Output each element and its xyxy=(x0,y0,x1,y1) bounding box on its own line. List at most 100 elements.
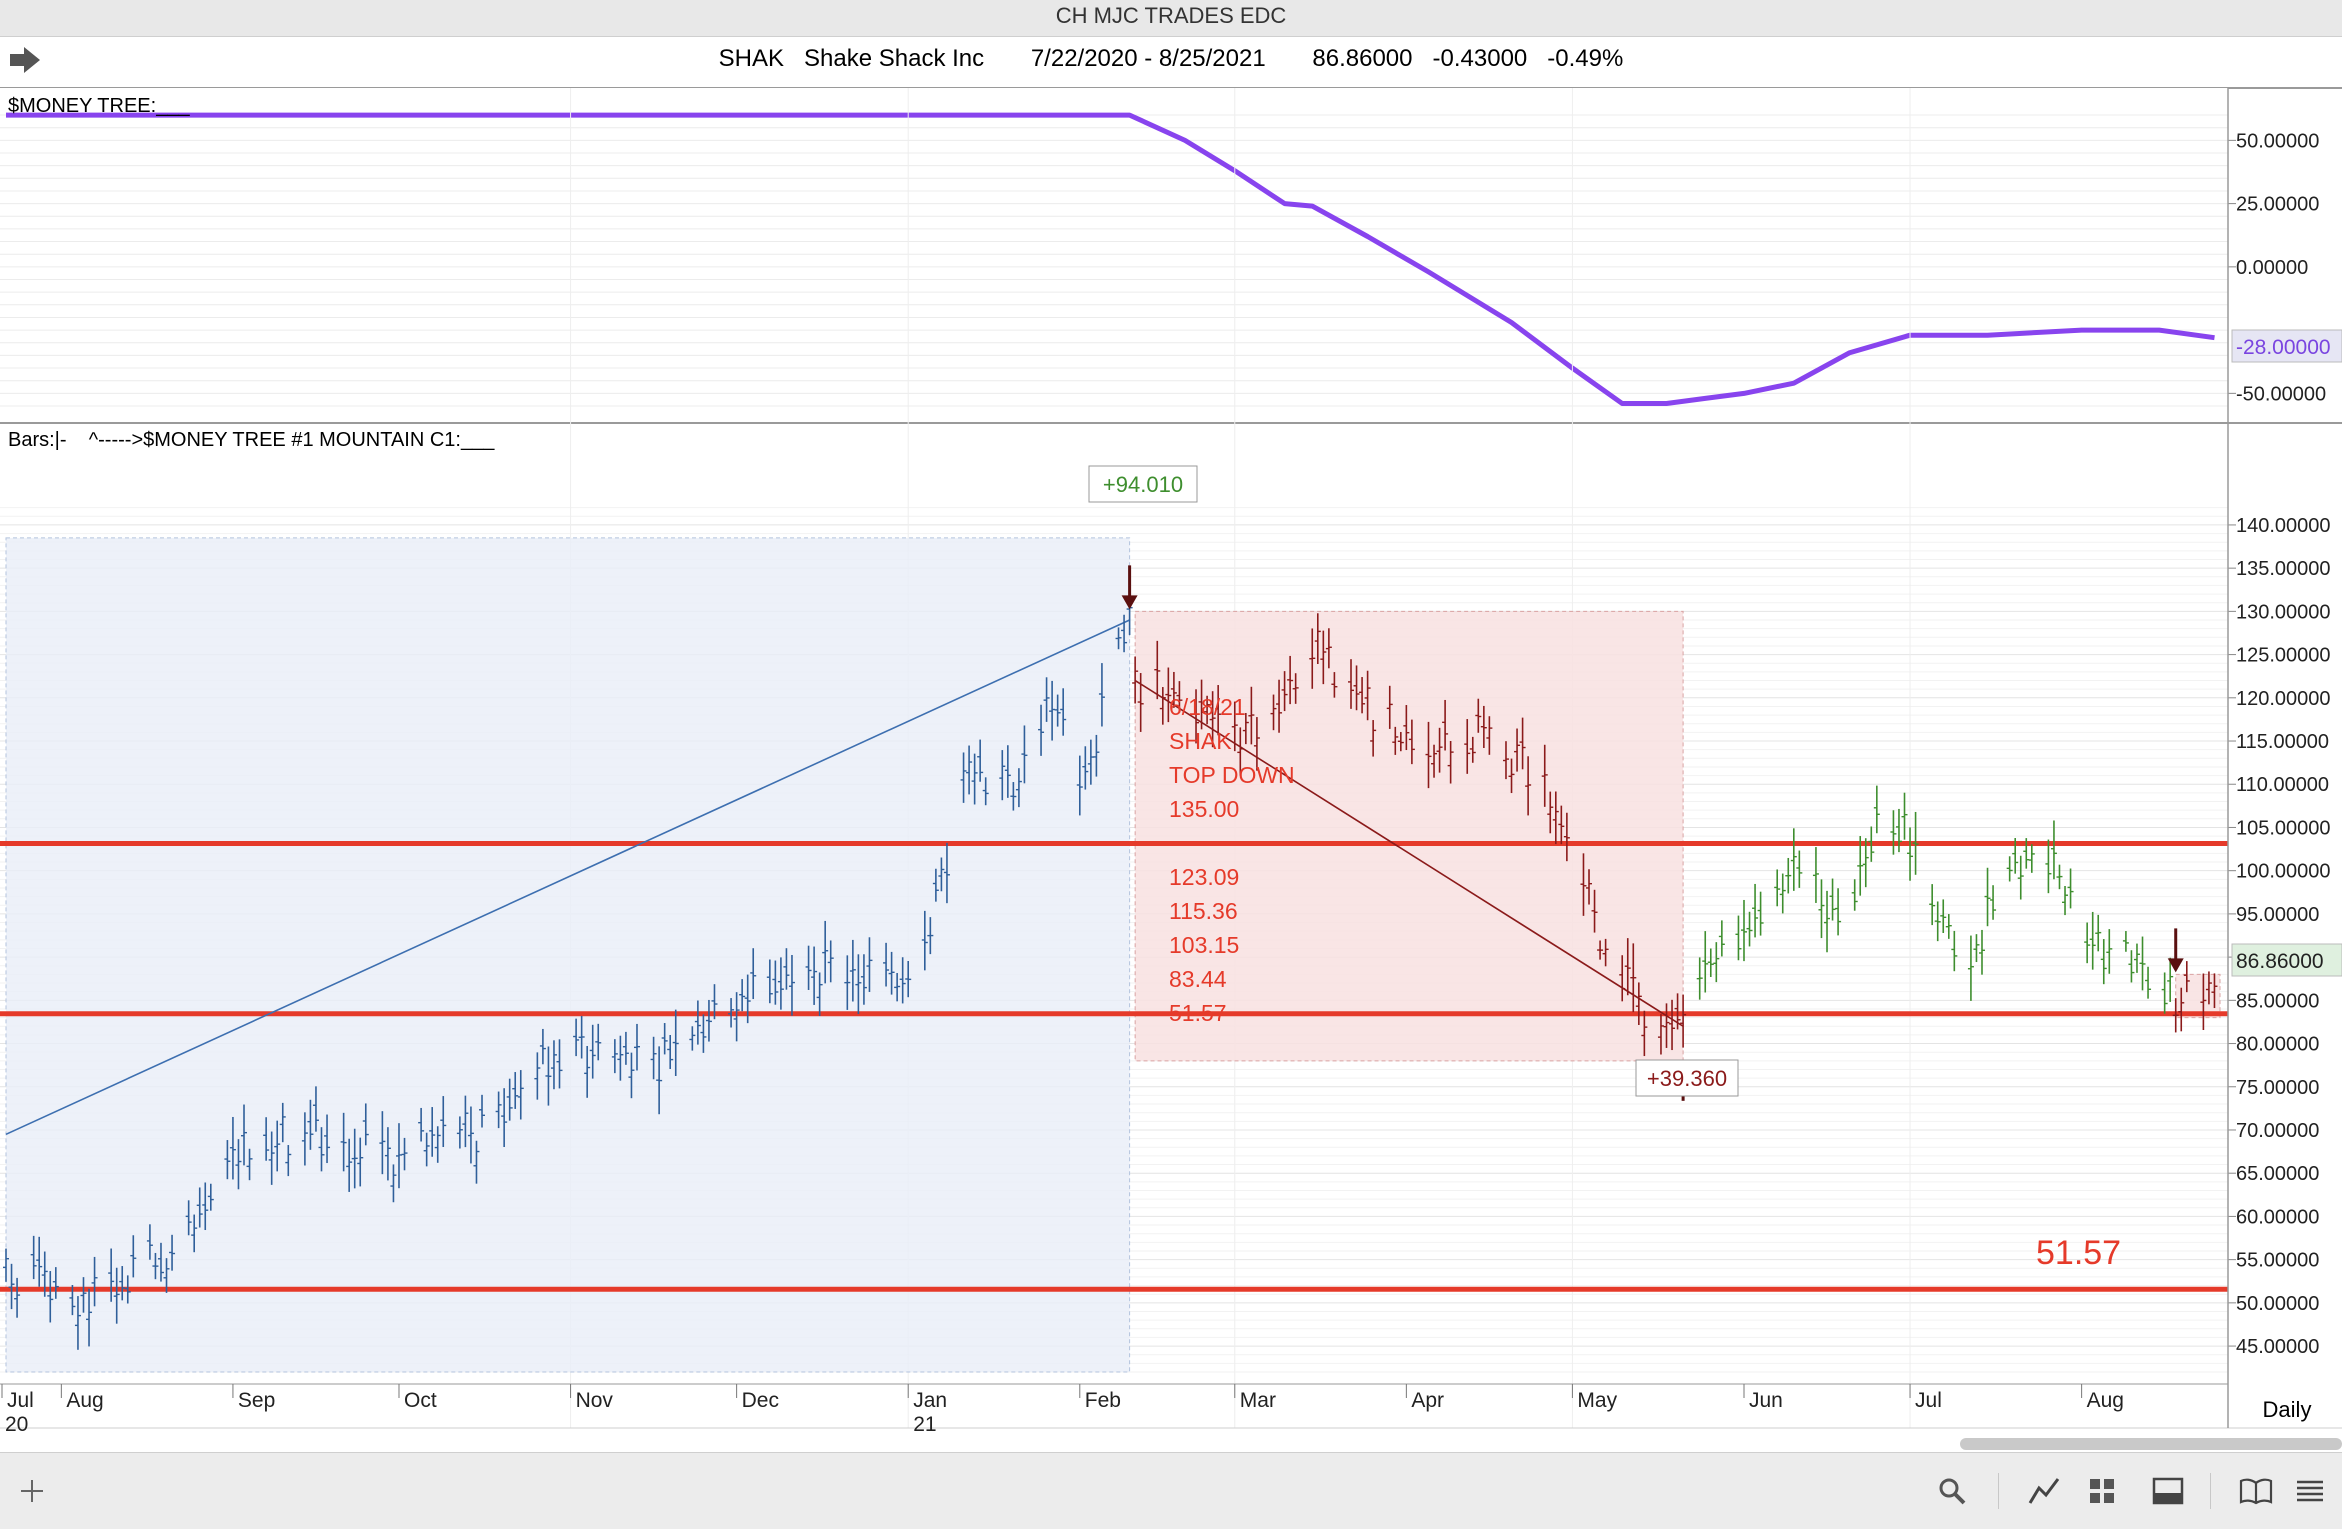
y-tick-label: 70.00000 xyxy=(2236,1120,2319,1142)
y-tick-label: 140.00000 xyxy=(2236,515,2331,537)
x-tick-label: Nov xyxy=(576,1389,614,1412)
y-tick-label: 100.00000 xyxy=(2236,861,2331,883)
period-label[interactable]: Daily xyxy=(2263,1397,2312,1422)
peak-callout: +94.010 xyxy=(1088,465,1198,503)
last-price: 86.86000 xyxy=(1312,45,1413,72)
target-note-line: 123.09 xyxy=(1169,864,1239,890)
target-note-line: 83.44 xyxy=(1169,966,1227,992)
lower-pane: Bars:|- ^----->$MONEY TREE #1 MOUNTAIN C… xyxy=(0,88,2342,1436)
x-tick-label: Apr xyxy=(1411,1389,1444,1412)
price-y-axis: 140.00000 135.00000 130.00000 125.00000 120.… xyxy=(2228,515,2331,1358)
y-tick-label: 125.00000 xyxy=(2236,645,2331,667)
horizontal-levels xyxy=(0,840,2228,1292)
panel-icon[interactable] xyxy=(2148,1471,2188,1511)
x-tick-label: Oct xyxy=(404,1389,437,1412)
price-change-pct: -0.49% xyxy=(1547,45,1624,72)
grid-icon[interactable] xyxy=(2082,1471,2122,1511)
upper-gridlines xyxy=(0,114,2228,407)
current-value-tag: -28.00000 xyxy=(2231,329,2342,363)
highlight-box xyxy=(2175,973,2221,1019)
x-tick-label: Aug xyxy=(66,1389,103,1412)
level-label: 51.57 xyxy=(2036,1234,2121,1272)
menu-icon[interactable] xyxy=(2290,1471,2330,1511)
trough-callout-text: +39.360 xyxy=(1647,1066,1727,1091)
upper-pane-label: $MONEY TREE:___ xyxy=(8,95,190,117)
x-year-label: 20 xyxy=(5,1413,28,1436)
trend-line xyxy=(5,619,1130,1136)
bottom-toolbar xyxy=(0,1452,2342,1529)
last-price-tag: 86.86000 xyxy=(2231,943,2342,977)
arrow-right-icon[interactable] xyxy=(8,43,42,77)
money-tree-series xyxy=(6,112,2215,406)
y-tick-label: 135.00000 xyxy=(2236,558,2331,580)
y-tick-label: 45.00000 xyxy=(2236,1336,2319,1358)
down-arrow-icon xyxy=(2167,958,2184,973)
trend-lines xyxy=(5,619,1684,1136)
symbol-info-bar: SHAK Shake Shack Inc 7/22/2020 - 8/25/20… xyxy=(0,37,2342,89)
y-tick-label: 50.00000 xyxy=(2236,1293,2319,1315)
x-tick-label: Jun xyxy=(1749,1389,1783,1412)
highlight-box xyxy=(5,537,1131,1373)
upper-y-axis: 50.00000 25.00000 0.00000 -50.00000 xyxy=(2228,130,2326,405)
x-tick-label: Sep xyxy=(238,1389,275,1412)
money-tree-line xyxy=(6,112,2215,406)
y-tick-label: 120.00000 xyxy=(2236,688,2331,710)
x-tick-label: Feb xyxy=(1085,1389,1121,1412)
lower-pane-label: Bars:|- ^----->$MONEY TREE #1 MOUNTAIN C… xyxy=(8,429,495,451)
target-note-line: 6/18/21 xyxy=(1169,694,1246,720)
target-note-line: 51.57 xyxy=(1169,1000,1227,1026)
symbol: SHAK xyxy=(718,45,785,72)
x-tick-label: Mar xyxy=(1240,1389,1276,1412)
add-icon[interactable] xyxy=(12,1471,52,1511)
x-year-label: 21 xyxy=(913,1413,936,1436)
target-note-line: SHAK xyxy=(1169,728,1232,754)
highlight-box xyxy=(1134,610,1684,1062)
y-tick-label: 50.00000 xyxy=(2236,130,2319,152)
target-notes: 6/18/21 SHAK TOP DOWN 135.00 123.09 115.36 103… xyxy=(1169,694,1295,1026)
x-tick-label: Aug xyxy=(2087,1389,2124,1412)
x-tick-label: Jul xyxy=(7,1389,34,1412)
company-name: Shake Shack Inc xyxy=(804,45,985,72)
y-tick-label: 25.00000 xyxy=(2236,194,2319,216)
last-price-tag-text: 86.86000 xyxy=(2236,950,2324,973)
y-tick-label: -50.00000 xyxy=(2236,383,2326,405)
symbol-info: SHAK Shake Shack Inc 7/22/2020 - 8/25/20… xyxy=(0,45,2342,73)
current-value-label: -28.00000 xyxy=(2236,336,2331,359)
x-tick-label: Jul xyxy=(1915,1389,1942,1412)
date-range: 7/22/2020 - 8/25/2021 xyxy=(1030,45,1266,72)
price-change: -0.43000 xyxy=(1432,45,1528,72)
date-x-axis: Jul Aug Sep Oct Nov Dec Jan Feb Mar Apr May Jun Jul A… xyxy=(0,1383,2342,1436)
price-chart[interactable]: $MONEY TREE:___ 50.00000 25.00000 0.00000 -… xyxy=(0,88,2342,1452)
horizontal-scrollbar[interactable] xyxy=(1960,1438,2342,1450)
target-note-line: 135.00 xyxy=(1169,796,1239,822)
upper-pane: $MONEY TREE:___ 50.00000 25.00000 0.00000 -… xyxy=(0,88,2342,422)
window-title: CH MJC TRADES EDC xyxy=(0,0,2342,37)
y-tick-label: 60.00000 xyxy=(2236,1206,2319,1228)
y-tick-label: 65.00000 xyxy=(2236,1163,2319,1185)
price-bars xyxy=(3,582,2218,1350)
trough-callout: +39.360 xyxy=(1635,1059,1739,1097)
y-tick-label: 55.00000 xyxy=(2236,1250,2319,1272)
x-tick-label: Dec xyxy=(742,1389,779,1412)
target-note-line: 103.15 xyxy=(1169,932,1239,958)
trend-line xyxy=(1134,679,1684,1027)
highlight-boxes xyxy=(5,537,2221,1373)
y-tick-label: 115.00000 xyxy=(2236,731,2329,753)
target-note-line: TOP DOWN xyxy=(1169,762,1295,788)
y-tick-label: 0.00000 xyxy=(2236,257,2308,279)
down-arrow-icon xyxy=(1121,595,1138,610)
peak-callout-text: +94.010 xyxy=(1103,472,1183,497)
y-tick-label: 75.00000 xyxy=(2236,1077,2319,1099)
line-chart-icon[interactable] xyxy=(2024,1471,2064,1511)
book-icon[interactable] xyxy=(2236,1471,2276,1511)
y-tick-label: 85.00000 xyxy=(2236,990,2319,1012)
y-tick-label: 105.00000 xyxy=(2236,817,2331,839)
y-tick-label: 80.00000 xyxy=(2236,1034,2319,1056)
x-tick-label: Jan xyxy=(913,1389,947,1412)
y-tick-label: 95.00000 xyxy=(2236,904,2319,926)
x-tick-label: May xyxy=(1577,1389,1617,1412)
search-icon[interactable] xyxy=(1932,1471,1972,1511)
target-note-line: 115.36 xyxy=(1169,898,1238,924)
upper-plot-area xyxy=(0,88,2228,422)
y-tick-label: 110.00000 xyxy=(2236,774,2329,796)
